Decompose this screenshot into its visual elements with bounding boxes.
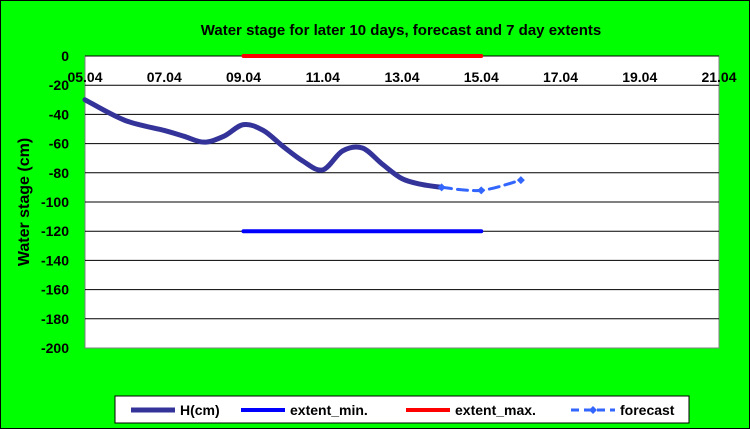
y-tick-label: -120: [41, 223, 69, 239]
x-tick-label: 15.04: [464, 69, 499, 85]
y-tick-label: -160: [41, 282, 69, 298]
y-tick-label: 0: [61, 48, 69, 64]
x-tick-label: 21.04: [701, 69, 736, 85]
y-tick-label: -180: [41, 311, 69, 327]
y-tick-labels: 0 -20 -40 -60 -80 -100 -120 -140 -160 -180 -200: [41, 48, 69, 356]
y-axis-label: Water stage (cm): [16, 138, 33, 266]
legend-marker: [589, 406, 597, 414]
y-tick-label: -80: [49, 165, 69, 181]
x-tick-label: 07.04: [147, 69, 182, 85]
chart-title: Water stage for later 10 days, forecast …: [201, 22, 601, 39]
forecast-point: [516, 176, 525, 185]
x-tick-label: 11.04: [306, 69, 340, 85]
x-tick-labels: 05.04 07.04 09.04 11.04 13.04 15.04 17.04 19.04…: [67, 69, 736, 85]
y-tick-label: -200: [41, 340, 69, 356]
legend-label: H(cm): [180, 402, 220, 418]
y-tick-label: -140: [41, 252, 69, 268]
y-tick-label: -40: [49, 106, 69, 122]
y-tick-label: -20: [49, 77, 69, 93]
forecast-point: [437, 183, 446, 192]
forecast-point: [477, 186, 486, 195]
series-h-cm-line: [82, 97, 445, 190]
legend-label: extent_min.: [290, 402, 368, 418]
x-tick-label: 19.04: [622, 69, 657, 85]
x-tick-label: 17.04: [543, 69, 578, 85]
x-tick-label: 05.04: [67, 69, 102, 85]
legend-label: forecast: [620, 402, 675, 418]
x-tick-label: 09.04: [226, 69, 261, 85]
legend-label: extent_max.: [455, 402, 536, 418]
y-tick-label: -60: [49, 136, 69, 152]
legend: H(cm) extent_min. extent_max. forecast: [131, 402, 675, 418]
series-group: [82, 54, 525, 234]
y-tick-label: -100: [41, 194, 69, 210]
gridlines: [85, 55, 719, 320]
x-tick-label: 13.04: [384, 69, 419, 85]
